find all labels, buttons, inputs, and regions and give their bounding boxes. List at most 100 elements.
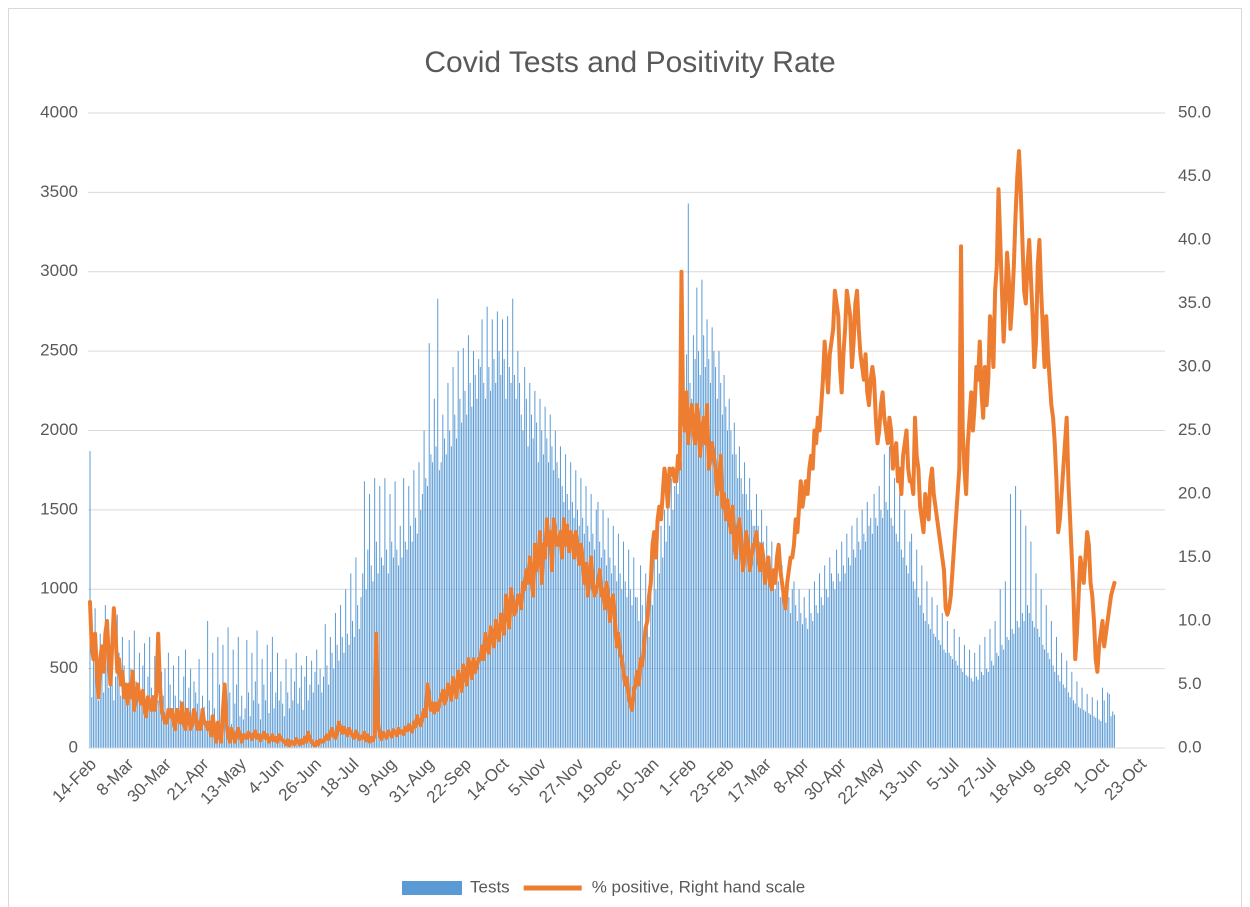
bar	[488, 367, 490, 748]
bar	[970, 678, 972, 748]
y2-tick-label: 0.0	[1178, 737, 1202, 756]
bar	[502, 319, 503, 748]
bar	[914, 589, 916, 748]
bar	[496, 311, 498, 748]
bar	[367, 549, 369, 748]
bar	[166, 713, 168, 748]
bar	[844, 573, 846, 748]
bar	[643, 628, 645, 748]
y-tick-label: 4000	[40, 102, 78, 121]
bar	[629, 589, 631, 748]
bar	[1042, 644, 1044, 748]
bar	[769, 573, 771, 748]
bar	[1076, 681, 1078, 748]
bar	[1079, 708, 1081, 748]
bar	[575, 470, 577, 748]
bar	[551, 446, 553, 748]
bar	[91, 697, 93, 748]
bar	[890, 517, 892, 748]
bar	[803, 597, 805, 748]
bar	[623, 541, 625, 748]
bar	[755, 494, 757, 748]
bar	[302, 709, 304, 748]
bar	[725, 406, 727, 748]
bar	[234, 703, 236, 748]
bar	[362, 573, 364, 748]
bar	[854, 557, 856, 748]
bar	[508, 367, 510, 748]
bar	[109, 665, 111, 748]
bar	[955, 660, 957, 748]
bar	[648, 636, 650, 748]
bar	[380, 557, 382, 748]
bar	[479, 367, 481, 748]
bar	[212, 652, 214, 748]
bar	[813, 581, 815, 748]
bar	[406, 549, 408, 748]
bar	[851, 525, 853, 748]
bar	[679, 430, 681, 748]
bar	[348, 644, 350, 748]
bar	[701, 279, 703, 748]
bar	[737, 478, 739, 748]
bar	[1013, 633, 1015, 748]
bar	[232, 649, 234, 748]
bar	[449, 430, 451, 748]
bar	[600, 557, 602, 748]
bar	[236, 684, 238, 748]
bar	[167, 652, 169, 748]
bar	[941, 613, 943, 748]
bar	[694, 359, 696, 748]
bar	[256, 630, 258, 748]
bar	[628, 549, 630, 748]
bar	[774, 589, 776, 748]
bar	[784, 605, 786, 748]
bar	[481, 319, 483, 748]
bar	[706, 319, 708, 748]
bar	[498, 351, 500, 748]
bar	[698, 351, 700, 748]
bar	[953, 628, 955, 748]
bar	[597, 501, 599, 748]
bar	[387, 573, 389, 748]
bar	[1105, 722, 1107, 748]
bar	[982, 674, 984, 748]
bar	[563, 501, 565, 748]
bar	[258, 703, 260, 748]
bar	[473, 351, 475, 748]
bar	[248, 692, 250, 748]
y2-tick-label: 35.0	[1178, 293, 1211, 312]
bar	[413, 470, 415, 748]
bar	[338, 660, 340, 748]
bar	[571, 501, 573, 748]
bar	[880, 509, 882, 748]
bar	[369, 494, 371, 748]
bar	[750, 509, 752, 748]
bar	[667, 494, 669, 748]
bar	[846, 533, 848, 748]
bar	[1095, 717, 1097, 748]
bar	[357, 605, 359, 748]
bar	[1102, 687, 1103, 748]
bar	[305, 655, 307, 748]
bar	[735, 454, 737, 748]
bar	[1108, 694, 1110, 748]
bar	[98, 700, 100, 748]
bar	[999, 589, 1001, 748]
bar	[897, 541, 899, 748]
bar	[421, 494, 423, 748]
bar	[858, 541, 860, 748]
bar	[1088, 713, 1090, 748]
bar	[123, 665, 125, 748]
bar	[660, 525, 662, 748]
bar	[1008, 640, 1010, 748]
bar	[733, 422, 735, 748]
bar	[781, 565, 783, 748]
bar	[764, 557, 766, 748]
bar	[655, 589, 657, 748]
bar	[682, 398, 684, 748]
bar	[483, 382, 485, 748]
bar	[594, 549, 596, 748]
bar	[709, 382, 711, 748]
bar	[928, 624, 930, 748]
